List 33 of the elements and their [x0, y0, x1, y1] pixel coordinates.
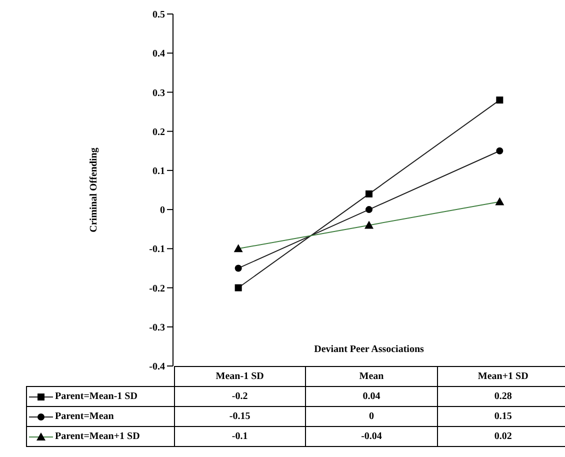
x-tick-label: Mean: [306, 366, 438, 386]
data-label: -0.2: [174, 386, 306, 406]
point: [366, 190, 372, 198]
legend-label: Parent=Mean: [55, 411, 114, 422]
point: [366, 206, 372, 214]
point: [496, 96, 504, 104]
x-axis-title: Deviant Peer Associations: [313, 344, 425, 355]
y-tick-label: -0.4: [149, 362, 165, 373]
data-label: 0: [306, 406, 438, 426]
x-tick-label: Mean+1 SD: [437, 366, 565, 386]
point: [496, 147, 504, 154]
y-tick-label: 0.4: [152, 48, 165, 60]
y-tick-label: 0.3: [152, 88, 165, 99]
data-label: 0.02: [437, 426, 565, 446]
y-tick-label: 0.5: [152, 10, 165, 21]
y-tick-label: -0.1: [149, 244, 165, 256]
y-tick-label: 0.2: [152, 126, 165, 138]
y-tick-label: 0.1: [152, 166, 165, 177]
data-label: 0.04: [306, 386, 438, 406]
data-label: -0.15: [174, 406, 306, 426]
data-label: 0.15: [437, 406, 565, 426]
y-tick-label: -0.3: [149, 322, 165, 334]
data-label: -0.1: [174, 426, 306, 446]
y-tick-label: 0: [160, 205, 165, 216]
legend-label: Parent=Mean-1 SD: [55, 391, 138, 402]
legend-label: Parent=Mean+1 SD: [55, 431, 140, 442]
data-label: -0.04: [306, 426, 438, 446]
y-tick-label: -0.2: [149, 283, 165, 294]
point: [234, 284, 242, 292]
y-axis-title: Criminal Offending: [88, 148, 100, 232]
x-tick-label: Mean-1 SD: [174, 366, 306, 386]
data-label: 0.28: [437, 386, 565, 406]
point: [234, 264, 242, 272]
